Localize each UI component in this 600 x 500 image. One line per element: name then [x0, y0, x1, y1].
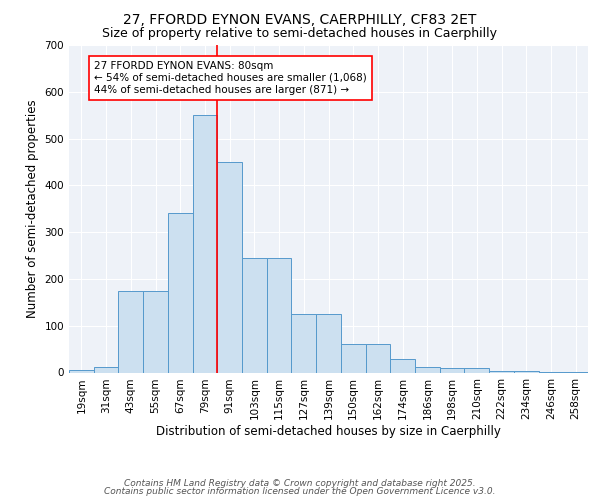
Bar [94, 367, 118, 372]
Bar [316, 314, 341, 372]
Bar [193, 115, 217, 372]
Bar [69, 370, 94, 372]
Text: Contains HM Land Registry data © Crown copyright and database right 2025.: Contains HM Land Registry data © Crown c… [124, 478, 476, 488]
Bar [341, 344, 365, 372]
Bar [118, 290, 143, 372]
Bar [365, 344, 390, 372]
Bar [440, 368, 464, 372]
Bar [489, 371, 514, 372]
Bar [168, 214, 193, 372]
Bar [143, 290, 168, 372]
Bar [292, 314, 316, 372]
Text: Size of property relative to semi-detached houses in Caerphilly: Size of property relative to semi-detach… [103, 28, 497, 40]
Bar [415, 367, 440, 372]
Bar [390, 360, 415, 372]
Text: Contains public sector information licensed under the Open Government Licence v3: Contains public sector information licen… [104, 487, 496, 496]
Bar [217, 162, 242, 372]
Y-axis label: Number of semi-detached properties: Number of semi-detached properties [26, 100, 39, 318]
Bar [464, 368, 489, 372]
Bar [242, 258, 267, 372]
Bar [267, 258, 292, 372]
Bar [514, 371, 539, 372]
X-axis label: Distribution of semi-detached houses by size in Caerphilly: Distribution of semi-detached houses by … [156, 425, 501, 438]
Text: 27 FFORDD EYNON EVANS: 80sqm
← 54% of semi-detached houses are smaller (1,068)
4: 27 FFORDD EYNON EVANS: 80sqm ← 54% of se… [94, 62, 367, 94]
Text: 27, FFORDD EYNON EVANS, CAERPHILLY, CF83 2ET: 27, FFORDD EYNON EVANS, CAERPHILLY, CF83… [124, 12, 476, 26]
